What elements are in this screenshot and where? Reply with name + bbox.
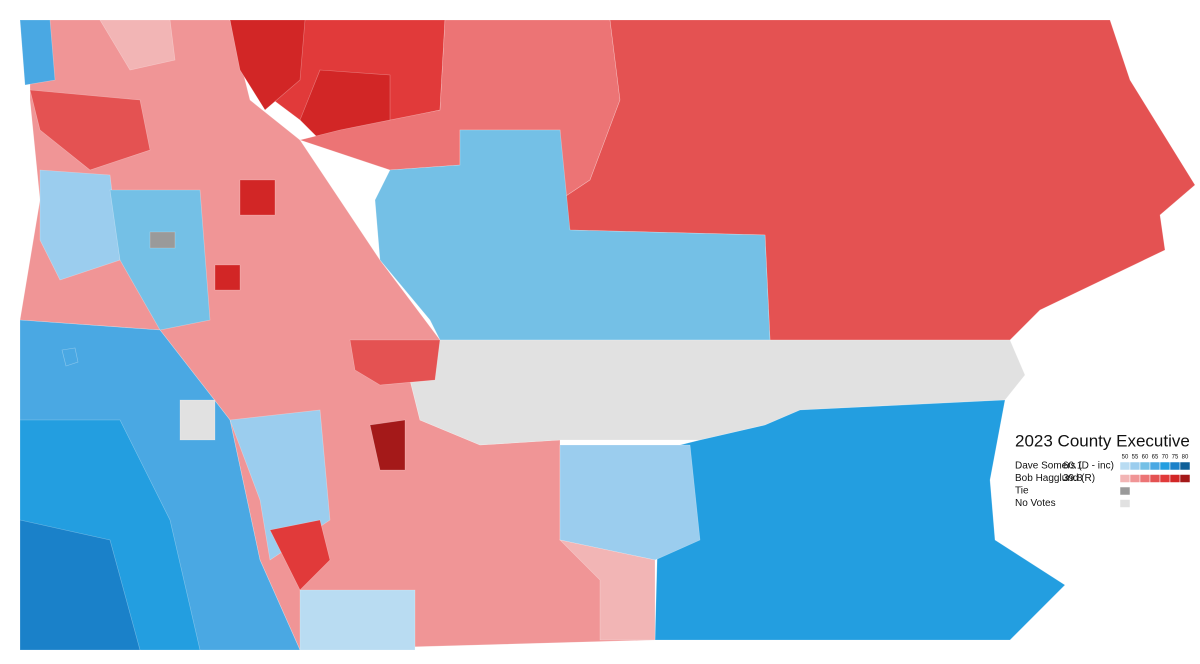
legend-name: No Votes [1015,498,1056,509]
legend-swatch [1179,461,1191,471]
precinct-region [349,339,441,386]
precinct-region [654,399,1066,641]
precinct-region [39,169,121,281]
precinct-region [99,19,176,71]
legend-swatch [1159,461,1171,471]
legend-swatch [1159,474,1171,483]
legend-swatch [1129,461,1141,471]
precinct-region [149,231,176,249]
scale-label: 75 [1172,455,1179,461]
legend-swatch [1139,461,1151,471]
legend-name: Tie [1015,486,1029,497]
legend-swatch [1179,474,1191,483]
precinct-region [19,519,141,651]
precinct-region [61,347,79,367]
legend: 2023 County Executive 50 55 60 65 70 75 80 Dave… [1015,431,1191,509]
legend-value: 60.1 [1063,461,1083,472]
legend-swatch [1169,461,1181,471]
legend-name: Dave Somers (D - inc) [1015,461,1114,472]
precinct-region [374,129,771,341]
legend-swatch [1119,474,1131,483]
legend-swatch [1149,474,1161,483]
legend-swatch [1119,499,1131,508]
precinct-region [369,419,406,471]
precinct-region [19,19,56,86]
legend-swatch [1149,461,1161,471]
legend-value: 39.8 [1063,473,1083,484]
legend-swatch [1119,461,1131,471]
precinct-region [179,399,216,441]
precinct-region [239,179,276,216]
scale-label: 80 [1182,455,1189,461]
precinct-region [559,444,701,561]
legend-name: Bob Hagglund (R) [1015,473,1095,484]
scale-label: 65 [1152,455,1159,461]
legend-swatch [1169,474,1181,483]
legend-swatch [1129,474,1141,483]
precinct-region [214,264,241,291]
precinct-region [269,519,331,591]
legend-title: 2023 County Executive [1015,431,1190,450]
precinct-region [229,19,306,111]
scale-label: 70 [1162,455,1169,461]
precinct-region [109,189,211,331]
scale-label: 60 [1142,455,1149,461]
scale-label: 50 [1122,455,1129,461]
legend-swatch [1139,474,1151,483]
precinct-region [559,539,656,641]
precinct-region [29,89,151,171]
county-map [19,19,1196,651]
scale-label: 55 [1132,455,1139,461]
precinct-region [299,589,416,651]
legend-swatch [1119,486,1131,496]
